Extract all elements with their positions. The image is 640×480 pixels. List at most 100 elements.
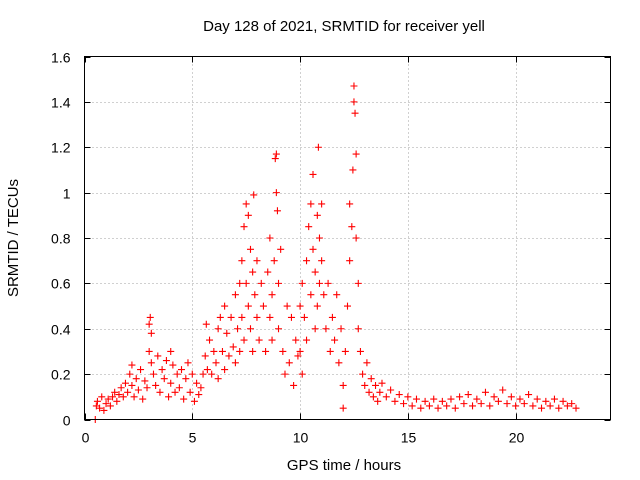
data-point [184,359,192,367]
data-point [359,370,367,378]
data-point [287,313,295,321]
data-point [434,404,442,412]
data-point [214,375,222,383]
data-point [221,366,229,374]
data-point [146,313,154,321]
data-point [250,191,258,199]
y-axis-label: SRMTID / TECUs [5,179,22,297]
data-point [109,393,117,401]
data-point [212,359,220,367]
data-point [305,223,313,231]
data-point [464,391,472,399]
data-point [275,325,283,333]
x-tick-label: 0 [82,430,90,446]
data-point [512,402,520,410]
data-point [314,143,322,151]
data-point [152,381,160,389]
data-point [178,366,186,374]
data-point [186,388,194,396]
data-point [311,325,319,333]
data-point [408,402,416,410]
data-point [238,257,246,265]
x-tick-label: 5 [189,430,197,446]
data-point [102,400,110,408]
data-point [460,400,468,408]
data-point [322,325,330,333]
data-point [137,366,145,374]
data-point [227,313,235,321]
data-point [307,291,315,299]
data-point [425,402,433,410]
data-point [249,268,257,276]
data-point [307,200,315,208]
data-point [113,397,121,405]
data-point [236,279,244,287]
data-point [257,279,265,287]
data-point [344,302,351,310]
data-point [149,370,157,378]
data-point [309,245,317,253]
data-point [404,393,412,401]
data-point [160,375,168,383]
data-point [169,361,177,369]
y-tick-label: 0.8 [51,231,71,247]
data-point [264,268,272,276]
data-point [351,109,359,117]
x-tick-label: 10 [293,430,309,446]
data-point [296,347,304,355]
data-point [391,397,399,405]
data-point [538,404,546,412]
data-point [328,313,336,321]
data-point [311,268,319,276]
data-point [335,359,343,367]
data-point [456,393,464,401]
data-point [309,170,317,178]
y-tick-label: 0.2 [51,367,71,383]
data-point [255,336,263,344]
data-point [369,393,377,401]
grid [84,56,611,420]
data-point [352,150,360,158]
data-point [533,395,541,403]
data-point [268,336,276,344]
data-point [93,397,101,405]
data-point [175,384,183,392]
data-point [197,384,205,392]
data-point [542,397,550,405]
data-point [242,279,250,287]
data-point [451,404,459,412]
data-point [469,402,477,410]
data-point [520,400,528,408]
data-point [277,245,285,253]
data-point [412,395,420,403]
data-point [236,347,244,355]
data-point [130,393,138,401]
data-point [165,393,173,401]
data-point [296,302,304,310]
data-point [128,381,136,389]
data-point [503,400,511,408]
data-point [572,404,580,412]
data-point [555,404,563,412]
data-point [477,400,485,408]
data-point [167,379,175,387]
data-point [173,370,181,378]
data-point [115,391,123,399]
data-point [374,397,382,405]
x-tick-labels: 0 5 10 15 20 [82,430,525,446]
data-point [285,359,293,367]
x-axis-label: GPS time / hours [287,457,401,474]
data-point [447,395,455,403]
data-point [223,329,231,337]
data-point [162,357,170,365]
data-point [202,320,210,328]
data-point [320,291,328,299]
data-point [568,400,576,408]
data-point [231,291,239,299]
data-point [221,302,229,310]
data-point [139,395,147,403]
data-point [104,395,112,403]
data-point [348,223,356,231]
data-point [203,366,211,374]
